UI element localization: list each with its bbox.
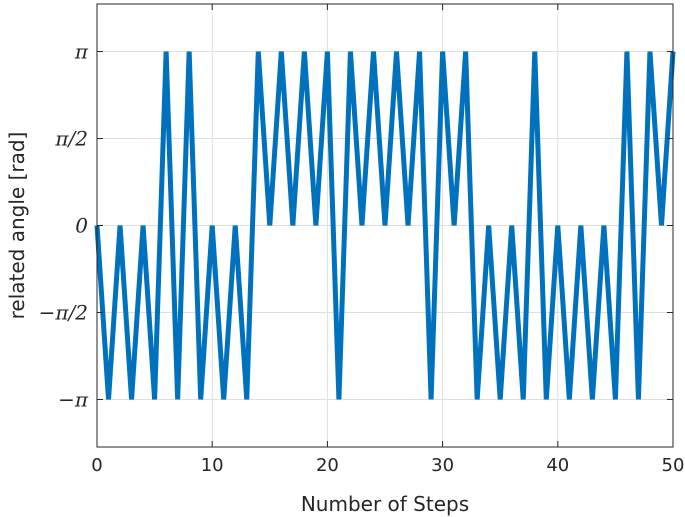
series-line-0 (94, 51, 676, 400)
x-tick-label: 30 (431, 455, 454, 476)
tick-marks (96, 4, 674, 447)
y-tick-label: −π (58, 387, 89, 411)
series-layer (94, 51, 676, 400)
x-tick-labels: 0 10 20 30 40 50 (91, 455, 684, 476)
x-tick-label: 50 (662, 455, 685, 476)
y-axis-title: related angle [rad] (5, 132, 29, 320)
y-tick-label: π (74, 40, 89, 64)
y-tick-label: −π/2 (39, 300, 88, 324)
y-tick-labels: −π −π/2 0 π/2 π (39, 40, 89, 412)
x-tick-label: 40 (546, 455, 569, 476)
y-tick-label: 0 (75, 214, 88, 238)
x-tick-label: 20 (316, 455, 339, 476)
y-tick-label: π/2 (54, 127, 88, 151)
x-tick-label: 10 (201, 455, 224, 476)
x-axis-title: Number of Steps (301, 492, 469, 516)
x-tick-label: 0 (91, 455, 102, 476)
